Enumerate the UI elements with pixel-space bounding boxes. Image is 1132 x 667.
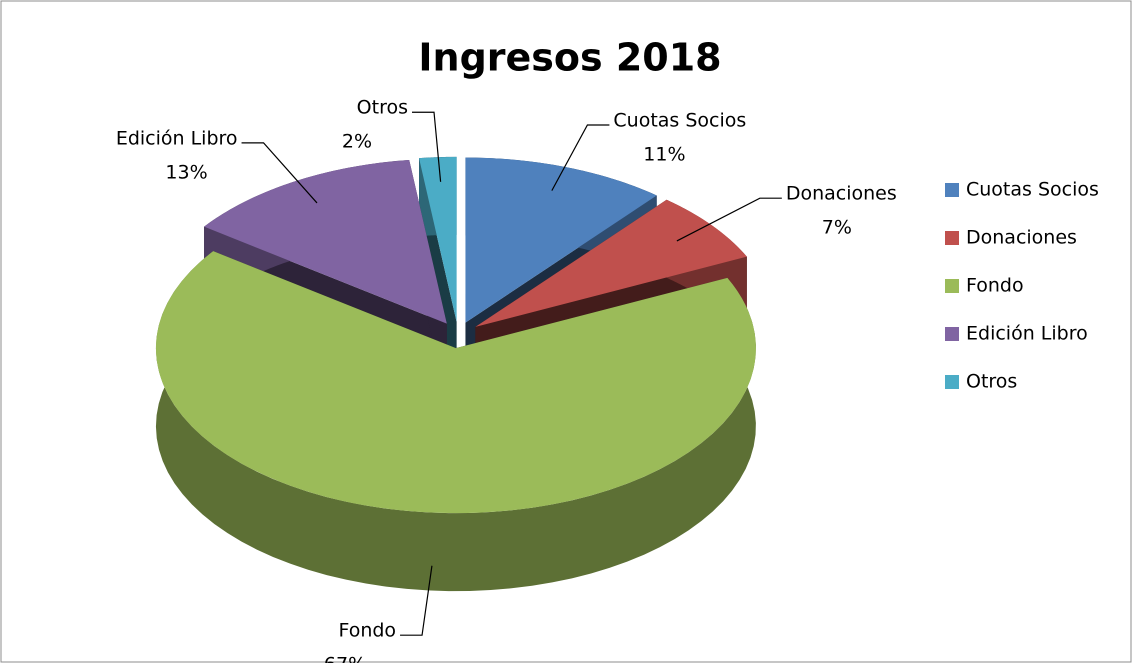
- pie-outer-wall: [155, 251, 756, 592]
- data-label-value: 13%: [165, 161, 207, 183]
- chart-title: Ingresos 2018: [418, 36, 721, 80]
- data-label-name: Edición Libro: [116, 127, 238, 149]
- legend-label: Edición Libro: [966, 323, 1088, 345]
- legend-swatch: [945, 375, 959, 389]
- pie-slice: [475, 199, 747, 327]
- pie-slice: [204, 159, 447, 324]
- pie-slice: [465, 157, 657, 323]
- legend-label: Fondo: [966, 275, 1024, 297]
- data-label-name: Otros: [357, 97, 408, 119]
- legend-label: Cuotas Socios: [966, 179, 1099, 201]
- leader-line: [400, 565, 433, 636]
- data-label-value: 67%: [324, 654, 366, 663]
- data-label-value: 2%: [342, 131, 372, 153]
- legend-swatch: [945, 231, 959, 245]
- data-label-name: Fondo: [338, 620, 396, 642]
- data-label-value: 11%: [643, 143, 685, 165]
- data-label-name: Donaciones: [786, 183, 897, 205]
- legend-label: Otros: [966, 371, 1017, 393]
- legend-label: Donaciones: [966, 227, 1077, 249]
- leader-line: [241, 142, 318, 204]
- legend-swatch: [945, 279, 959, 293]
- leader-line: [551, 124, 610, 191]
- pie-slice: [419, 156, 457, 322]
- leader-line: [412, 111, 442, 182]
- pie-tops: [155, 156, 756, 514]
- data-label-value: 7%: [822, 217, 852, 239]
- leader-line: [676, 197, 782, 242]
- data-label-name: Cuotas Socios: [613, 109, 746, 131]
- legend-swatch: [945, 327, 959, 341]
- pie-slice: [155, 251, 756, 514]
- legend-swatch: [945, 183, 959, 197]
